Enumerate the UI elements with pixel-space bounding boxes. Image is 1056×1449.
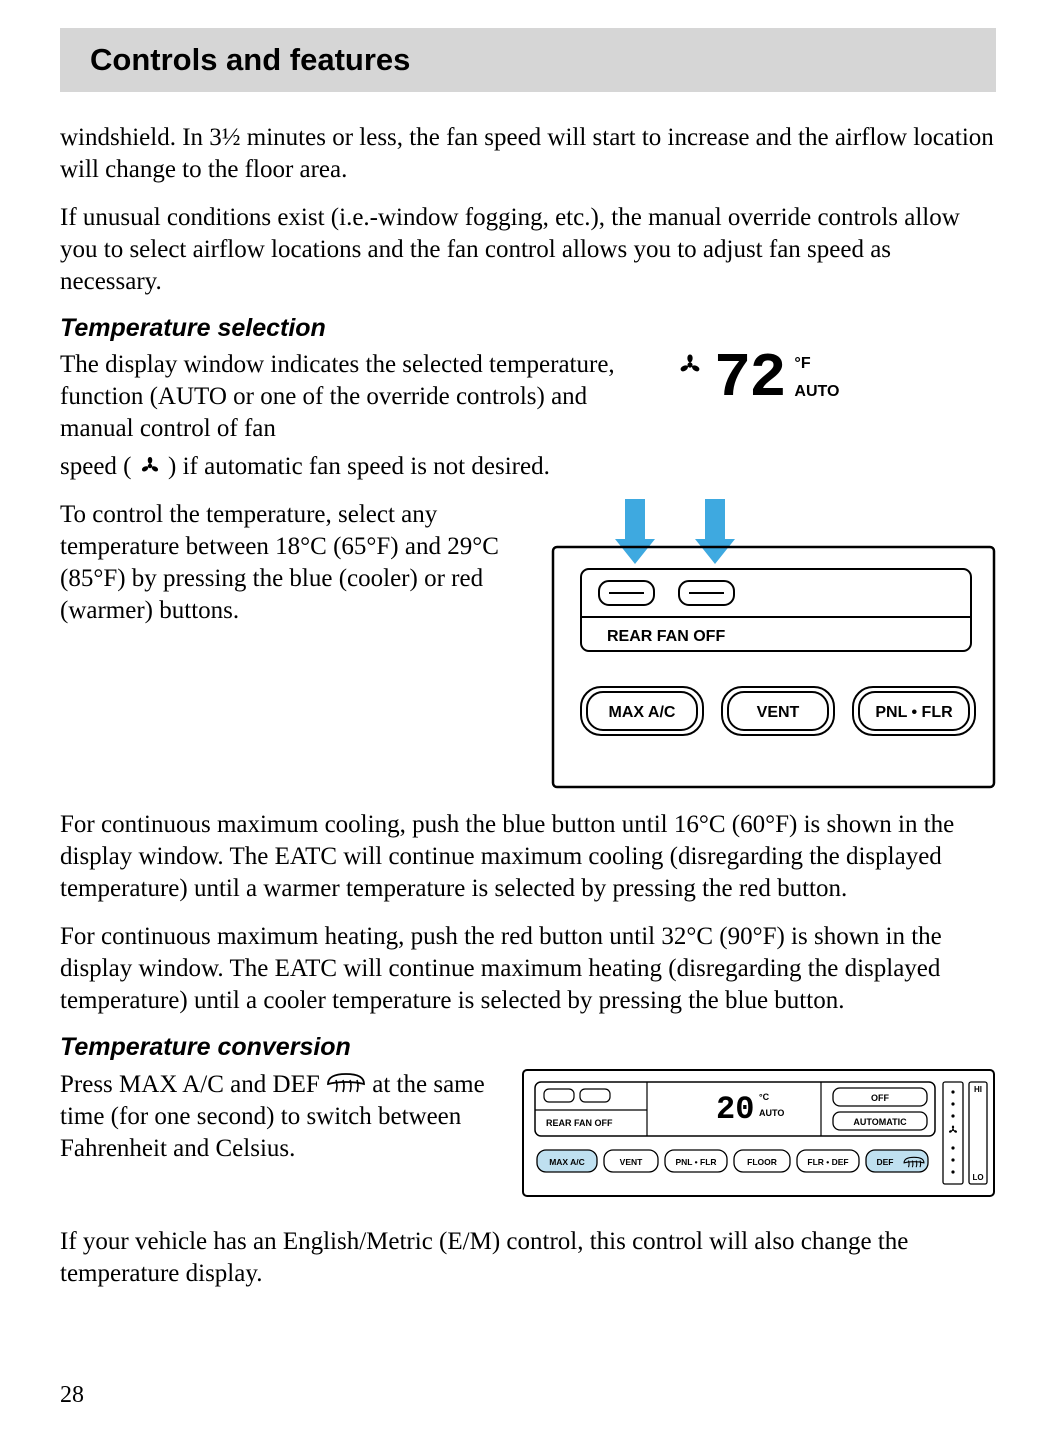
warm-button[interactable] — [580, 1089, 610, 1102]
paragraph: For continuous maximum cooling, push the… — [60, 809, 996, 905]
text: Press MAX A/C and DEF — [60, 1071, 326, 1098]
paragraph: For continuous maximum heating, push the… — [60, 921, 996, 1017]
temperature-display: 72 °F AUTO — [676, 349, 996, 445]
off-button[interactable]: OFF — [833, 1088, 927, 1106]
display-unit: °C — [759, 1092, 770, 1102]
fan-icon — [676, 351, 704, 379]
section-heading: Temperature selection — [60, 314, 996, 343]
max-ac-button[interactable]: MAX A/C — [537, 1150, 597, 1172]
button-label: MAX A/C — [609, 704, 676, 721]
text: speed ( — [60, 453, 132, 480]
pnl-flr-button[interactable]: PNL • FLR — [853, 687, 975, 735]
cool-button[interactable] — [544, 1089, 574, 1102]
cool-button[interactable] — [599, 581, 654, 605]
warm-button[interactable] — [679, 581, 734, 605]
arrow-icon — [695, 499, 735, 564]
defrost-icon — [326, 1071, 372, 1098]
display-mode: AUTO — [794, 383, 839, 401]
fan-speed-slider[interactable] — [943, 1082, 963, 1184]
max-ac-button[interactable]: MAX A/C — [581, 687, 703, 735]
paragraph: To control the temperature, select any t… — [60, 499, 531, 627]
vent-button[interactable]: VENT — [604, 1150, 658, 1172]
label-lo: LO — [972, 1173, 983, 1182]
button-label: MAX A/C — [549, 1157, 585, 1167]
paragraph: Press MAX A/C and DEF at the same time (… — [60, 1068, 501, 1165]
full-climate-panel-diagram: REAR FAN OFF 20 °C AUTO OFF AUTOMATIC — [521, 1068, 996, 1198]
button-label: FLR • DEF — [807, 1157, 848, 1167]
label-rear-fan-off: REAR FAN OFF — [607, 628, 725, 645]
display-temp-value: 20 — [716, 1091, 754, 1128]
section-heading: Temperature conversion — [60, 1033, 996, 1062]
button-label: DEF — [877, 1157, 894, 1167]
label-hi: HI — [974, 1085, 982, 1094]
pnl-flr-button[interactable]: PNL • FLR — [665, 1150, 727, 1172]
fan-icon — [138, 453, 168, 480]
floor-button[interactable]: FLOOR — [734, 1150, 790, 1172]
button-label: PNL • FLR — [675, 1157, 716, 1167]
paragraph: windshield. In 3½ minutes or less, the f… — [60, 122, 996, 186]
title-bar: Controls and features — [60, 28, 996, 92]
display-unit: °F — [794, 355, 839, 373]
display-mode: AUTO — [759, 1108, 784, 1118]
paragraph: If unusual conditions exist (i.e.-window… — [60, 202, 996, 298]
paragraph: speed ( ) if automatic fan speed is not … — [60, 451, 996, 483]
flr-def-button[interactable]: FLR • DEF — [797, 1150, 859, 1172]
vent-button[interactable]: VENT — [722, 687, 834, 735]
text: ) if automatic fan speed is not desired. — [168, 453, 550, 480]
button-label: VENT — [757, 704, 800, 721]
button-label: FLOOR — [747, 1157, 777, 1167]
arrow-icon — [615, 499, 655, 564]
automatic-button[interactable]: AUTOMATIC — [833, 1112, 927, 1130]
paragraph: The display window indicates the selecte… — [60, 349, 646, 445]
page-title: Controls and features — [90, 42, 966, 78]
label-rear-fan-off: REAR FAN OFF — [546, 1118, 613, 1128]
climate-panel-diagram: REAR FAN OFF MAX A/C VENT PNL • FLR — [551, 499, 996, 789]
button-label: OFF — [871, 1093, 889, 1103]
paragraph: If your vehicle has an English/Metric (E… — [60, 1226, 996, 1290]
page-number: 28 — [60, 1382, 84, 1409]
display-temp-value: 72 — [714, 351, 784, 407]
button-label: PNL • FLR — [875, 704, 953, 721]
button-label: AUTOMATIC — [853, 1117, 907, 1127]
button-label: VENT — [620, 1157, 643, 1167]
def-button[interactable]: DEF — [866, 1150, 928, 1172]
